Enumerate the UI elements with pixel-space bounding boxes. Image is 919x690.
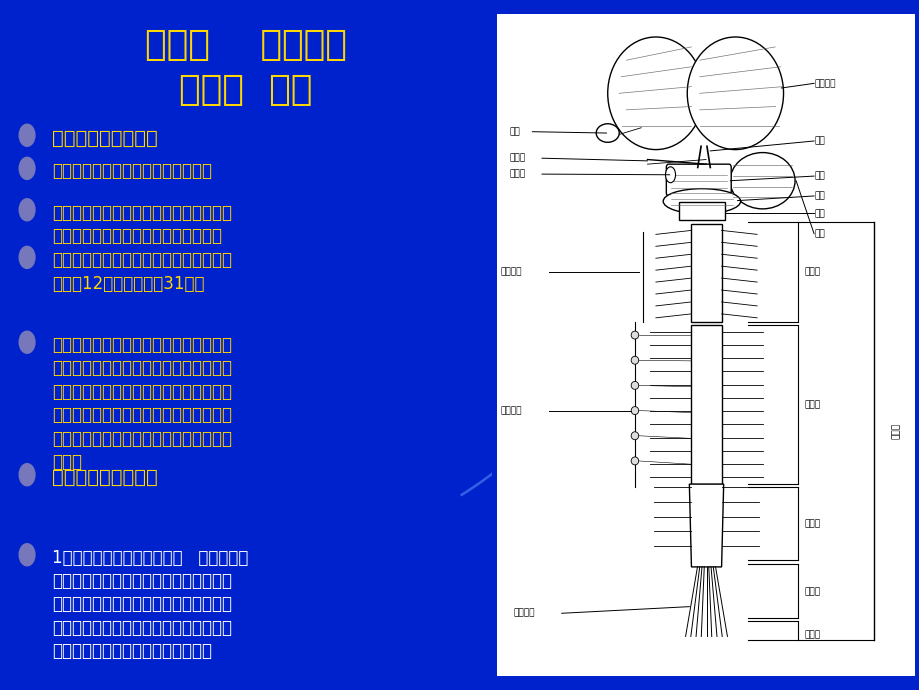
Text: 胸交感干: 胸交感干 (501, 406, 522, 416)
Ellipse shape (630, 406, 638, 415)
Text: 人脑半球: 人脑半球 (814, 79, 835, 88)
Text: 第十章    神经系统: 第十章 神经系统 (145, 28, 346, 62)
Ellipse shape (630, 331, 638, 339)
Ellipse shape (630, 457, 638, 465)
Text: 小脑: 小脑 (814, 229, 824, 238)
Text: 按功能分为感经（传入）神经和运动（传: 按功能分为感经（传入）神经和运动（传 (51, 336, 232, 354)
Circle shape (664, 167, 675, 183)
Text: 腰神经: 腰神经 (803, 520, 820, 529)
Text: 神经：12对，脊神经：31对；: 神经：12对，脊神经：31对； (51, 275, 204, 293)
Text: 动神经和内脏运动神经。内脏运动神经又: 动神经和内脏运动神经。内脏运动神经又 (51, 406, 232, 424)
Text: 称为植物性神经，包括交感神经和副交感: 称为植物性神经，包括交感神经和副交感 (51, 430, 232, 448)
Bar (691, 325, 720, 484)
Bar (678, 202, 724, 221)
Text: 脑桥、中脑、间脑、小脑、大脑六部。: 脑桥、中脑、间脑、小脑、大脑六部。 (51, 227, 221, 245)
Text: 脊神经: 脊神经 (891, 423, 900, 439)
Text: 第一节  概述: 第一节 概述 (179, 72, 312, 107)
Text: 一、神经系统的组成: 一、神经系统的组成 (51, 128, 157, 148)
Ellipse shape (596, 124, 618, 142)
Text: 脊髓马尾: 脊髓马尾 (513, 609, 535, 618)
Text: 中脑: 中脑 (814, 172, 824, 181)
Text: 出）神经。感觉神经又分为躯体感觉神经: 出）神经。感觉神经又分为躯体感觉神经 (51, 359, 232, 377)
Text: 神经系统分为中枢神经和周围神经。: 神经系统分为中枢神经和周围神经。 (51, 162, 211, 180)
Text: 视交叉: 视交叉 (509, 154, 525, 163)
Circle shape (19, 246, 35, 268)
Text: 官、系统在神经系统的的统一控制和调节: 官、系统在神经系统的的统一控制和调节 (51, 595, 232, 613)
Text: 中枢神经包括脑和脊髓。脑分为：延髓、: 中枢神经包括脑和脊髓。脑分为：延髓、 (51, 204, 232, 221)
Text: 漏斗: 漏斗 (814, 137, 824, 146)
Text: 神经。: 神经。 (51, 453, 82, 471)
Text: 骶神经: 骶神经 (803, 587, 820, 596)
Text: 和内脏感觉神经；运动神经又分为躯体运: 和内脏感觉神经；运动神经又分为躯体运 (51, 383, 232, 401)
Ellipse shape (663, 188, 740, 214)
Text: 周围神经按解剖分为脑神经和脊神经，脑: 周围神经按解剖分为脑神经和脊神经，脑 (51, 251, 232, 269)
Text: 胸神经: 胸神经 (803, 400, 820, 409)
Text: 嗅球: 嗅球 (509, 127, 519, 136)
Text: 尾神经: 尾神经 (803, 631, 820, 640)
Polygon shape (688, 484, 723, 567)
Circle shape (19, 157, 35, 179)
Circle shape (19, 544, 35, 566)
Text: 下，互相影响、互相协调、保证机体的整: 下，互相影响、互相协调、保证机体的整 (51, 619, 232, 637)
Text: 机体内起主导作用的调节机构，全身各器: 机体内起主导作用的调节机构，全身各器 (51, 572, 232, 590)
Ellipse shape (607, 37, 703, 150)
Text: 乳头体: 乳头体 (509, 170, 525, 179)
Bar (691, 224, 720, 322)
Ellipse shape (630, 356, 638, 364)
Circle shape (19, 124, 35, 146)
Text: 二、神经系统的功能: 二、神经系统的功能 (51, 468, 157, 487)
Text: 脑桥: 脑桥 (814, 191, 824, 201)
FancyBboxPatch shape (665, 164, 731, 196)
Text: 体统一及其与外界环境的相对平衡。: 体统一及其与外界环境的相对平衡。 (51, 642, 211, 660)
Circle shape (19, 331, 35, 353)
Text: 1，调节机体的各种生理功能   神经系统是: 1，调节机体的各种生理功能 神经系统是 (51, 549, 248, 566)
Ellipse shape (630, 432, 638, 440)
Text: 颈交感干: 颈交感干 (501, 268, 522, 277)
Ellipse shape (630, 382, 638, 389)
Circle shape (19, 199, 35, 221)
Circle shape (19, 464, 35, 486)
Text: 颈神经: 颈神经 (803, 268, 820, 277)
Ellipse shape (686, 37, 783, 150)
Ellipse shape (730, 152, 794, 209)
Text: 延髓: 延髓 (814, 209, 824, 218)
